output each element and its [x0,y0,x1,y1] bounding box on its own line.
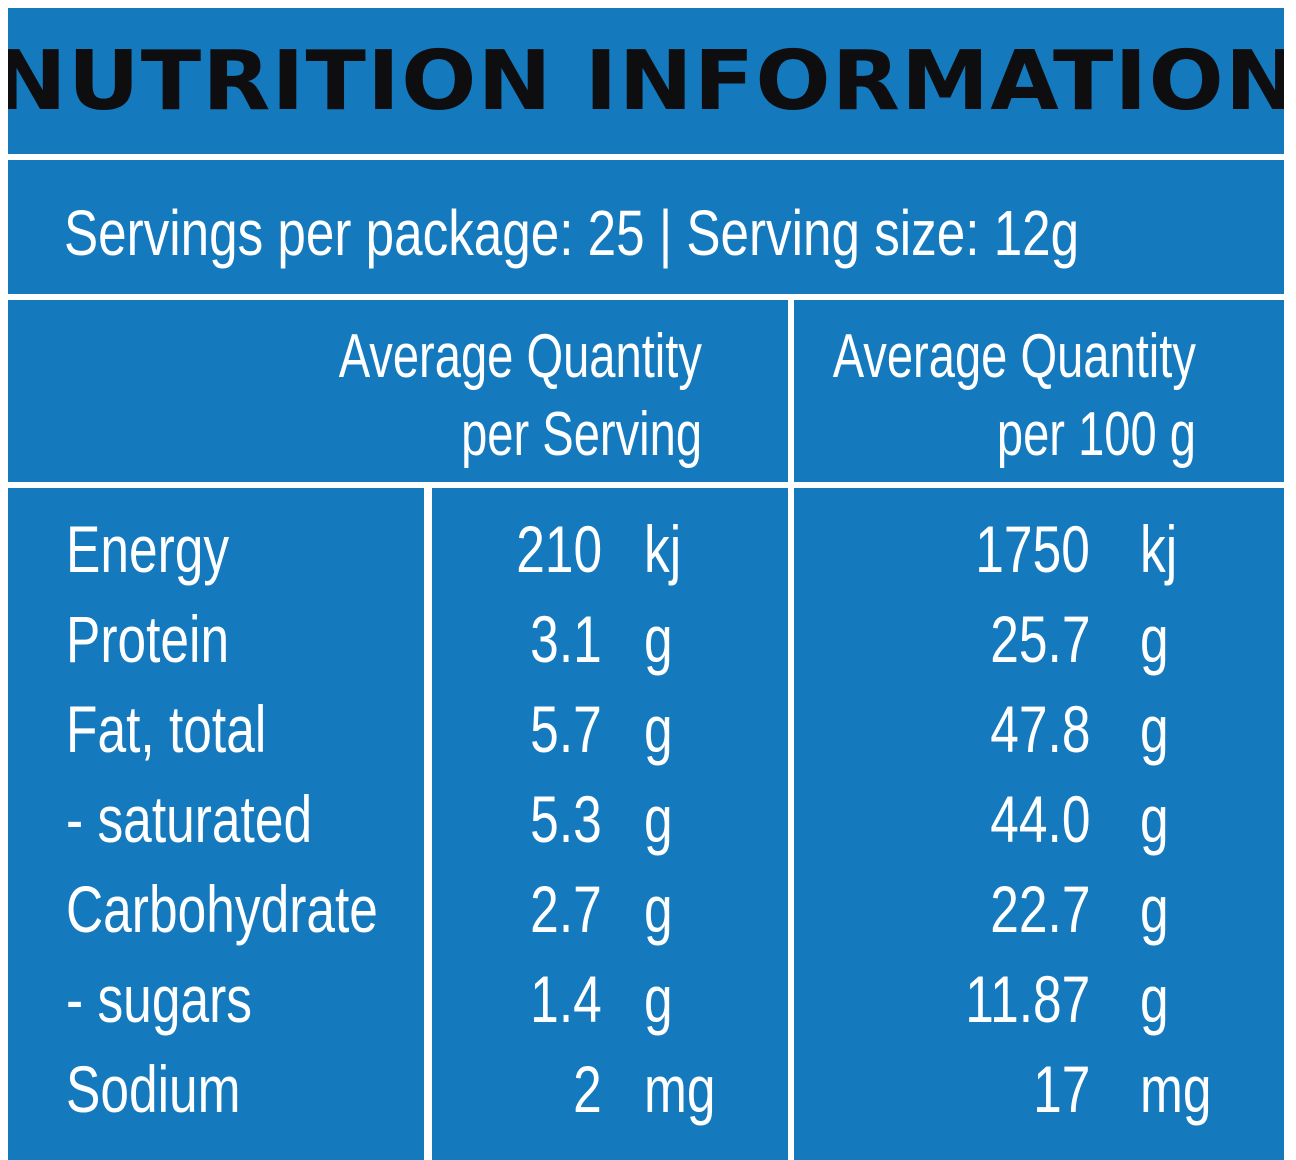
serving-unit-fat: g [644,692,673,766]
per100-value-protein: 25.7 [989,602,1090,676]
header-per-serving-line-2: per Serving [461,400,702,469]
per100-value-carbohydrate: 22.7 [989,872,1090,946]
nutrient-label-protein: Protein [66,602,230,676]
per100-value-fat: 47.8 [989,692,1090,766]
serving-unit-saturated: g [644,782,673,856]
nutrient-labels-column: Energy Protein Fat, total - saturated Ca… [8,488,424,1160]
per100-unit-saturated: g [1140,782,1169,856]
serving-value-carbohydrate: 2.7 [530,872,602,946]
per100-unit-carbohydrate: g [1140,872,1169,946]
serving-value-sodium: 2 [573,1052,602,1126]
nutrient-label-carbohydrate: Carbohydrate [66,872,378,946]
serving-unit-protein: g [644,602,673,676]
nutrient-label-saturated: - saturated [66,782,313,856]
per100-unit-sodium: mg [1140,1052,1212,1126]
serving-unit-sodium: mg [644,1052,716,1126]
serving-value-fat: 5.7 [530,692,602,766]
per100-unit-energy: kj [1140,512,1178,586]
header-per-serving: Average Quantity per Serving [8,300,788,482]
header-per-100g-line-1: Average Quantity [832,322,1196,391]
serving-unit-energy: kj [644,512,682,586]
servings-line: Servings per package: 25 | Serving size:… [64,197,1080,269]
panel-title: NUTRITION INFORMATION [8,33,1284,129]
header-per-100g-line-2: per 100 g [996,400,1196,469]
per-serving-column: 210 kj 3.1 g 5.7 g 5.3 g 2.7 g 1.4 g 2 m… [432,488,788,1160]
per100-value-sugars: 11.87 [964,962,1090,1036]
servings-cell: Servings per package: 25 | Serving size:… [8,160,1284,294]
header-per-serving-line-1: Average Quantity [338,322,702,391]
per100-unit-protein: g [1140,602,1169,676]
title-cell: NUTRITION INFORMATION [8,8,1284,154]
per100-value-sodium: 17 [1032,1052,1090,1126]
nutrient-label-sodium: Sodium [66,1052,241,1126]
per100-unit-fat: g [1140,692,1169,766]
per-100g-column: 1750 kj 25.7 g 47.8 g 44.0 g 22.7 g 11.8… [794,488,1284,1160]
serving-unit-carbohydrate: g [644,872,673,946]
serving-value-sugars: 1.4 [530,962,602,1036]
serving-value-protein: 3.1 [530,602,602,676]
serving-value-energy: 210 [516,512,602,586]
serving-unit-sugars: g [644,962,673,1036]
header-per-100g: Average Quantity per 100 g [794,300,1284,482]
per100-value-energy: 1750 [975,512,1090,586]
per100-value-saturated: 44.0 [989,782,1090,856]
nutrient-label-energy: Energy [66,512,230,586]
serving-value-saturated: 5.3 [530,782,602,856]
per100-unit-sugars: g [1140,962,1169,1036]
nutrient-label-fat: Fat, total [66,692,267,766]
nutrient-label-sugars: - sugars [66,962,252,1036]
